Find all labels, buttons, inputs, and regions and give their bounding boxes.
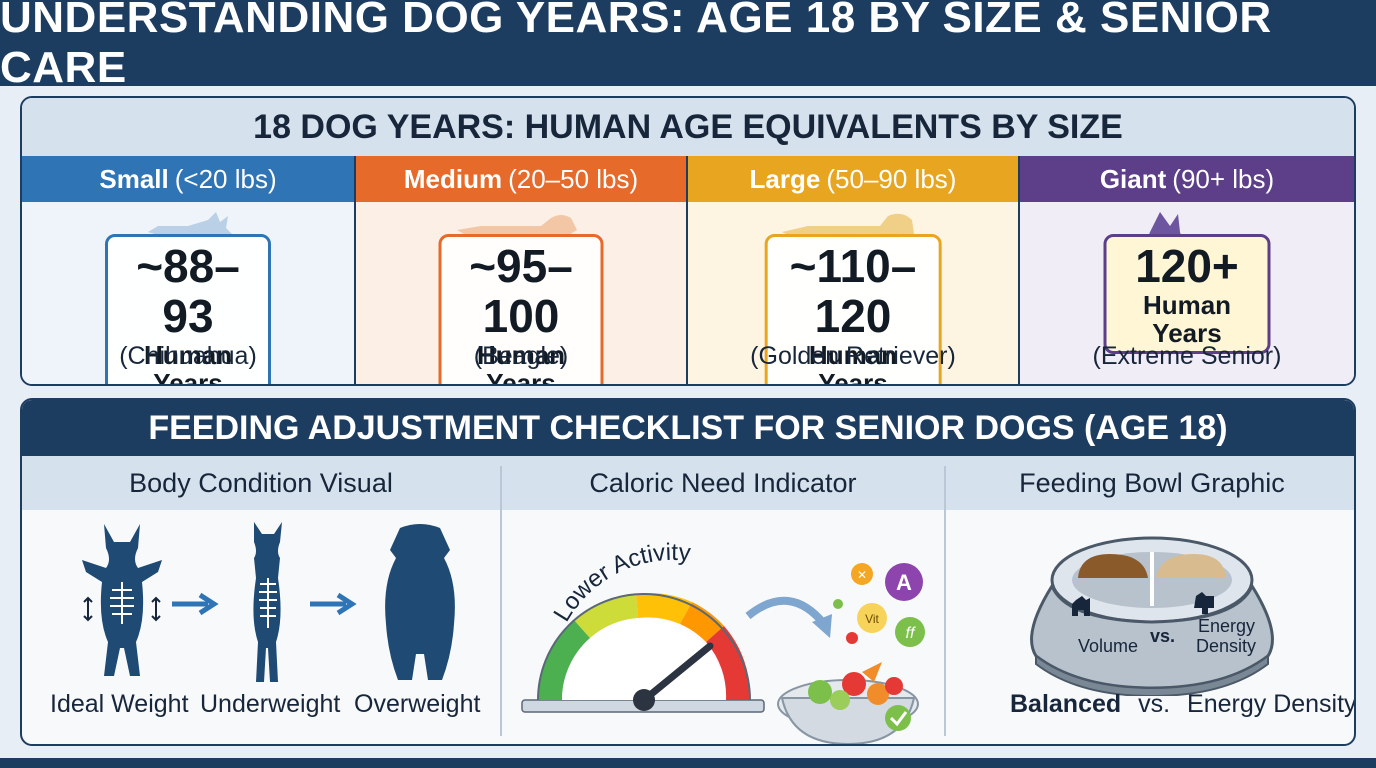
svg-text:Vit: Vit — [865, 612, 879, 626]
breed-label: (Chihuahua) — [119, 342, 257, 370]
size-body-large: ~110–120 Human Years (Golden Retriever) — [688, 202, 1018, 386]
golden-retriever-silhouette-icon — [782, 213, 914, 240]
page-title: UNDERSTANDING DOG YEARS: AGE 18 BY SIZE … — [0, 0, 1272, 92]
bowl-caption-vs: vs. — [1138, 690, 1171, 718]
condition-label-overweight: Overweight — [354, 690, 481, 718]
body-condition-heading: Body Condition Visual — [129, 467, 393, 498]
feeding-bowl-icon: Volume vs. Energy Density — [1030, 536, 1274, 696]
chihuahua-silhouette-icon — [148, 212, 232, 238]
svg-text:Volume: Volume — [1078, 636, 1138, 656]
underweight-dog-icon — [253, 522, 282, 682]
svg-text:A: A — [896, 570, 912, 595]
size-name: Small — [99, 163, 169, 194]
footer-bar — [0, 758, 1376, 768]
human-age-unit: Human Years — [476, 340, 566, 386]
human-age-value: ~95–100 — [469, 240, 573, 342]
feeding-checklist-panel: FEEDING ADJUSTMENT CHECKLIST FOR SENIOR … — [20, 398, 1356, 746]
arrow-right-icon — [172, 592, 219, 616]
size-header-small: Small (<20 lbs) — [22, 156, 354, 202]
human-age-unit: Human Years — [143, 340, 233, 386]
feeding-checklist-title: FEEDING ADJUSTMENT CHECKLIST FOR SENIOR … — [22, 400, 1354, 456]
svg-text:Density: Density — [1196, 636, 1256, 656]
bowl-caption: Balanced vs. Energy Density — [1010, 690, 1356, 719]
subheading-band — [22, 456, 1354, 510]
size-body-giant: 120+ Human Years (Extreme Senior) — [1020, 202, 1354, 384]
age-equivalents-title: 18 DOG YEARS: HUMAN AGE EQUIVALENTS BY S… — [22, 98, 1354, 156]
size-column-medium: Medium (20–50 lbs) ~95–100 Human Years (… — [356, 156, 688, 386]
svg-text:Energy: Energy — [1198, 616, 1255, 636]
size-weight-range: (50–90 lbs) — [826, 163, 957, 194]
age-box-medium: ~95–100 Human Years — [438, 234, 604, 386]
feeding-bowl-heading: Feeding Bowl Graphic — [1019, 467, 1285, 498]
human-age-unit: Human Years — [808, 340, 898, 386]
size-name: Medium — [403, 163, 503, 194]
size-weight-range: (<20 lbs) — [174, 163, 277, 194]
header-banner: UNDERSTANDING DOG YEARS: AGE 18 BY SIZE … — [0, 0, 1376, 92]
feeding-bowl-column: Feeding Bowl Graphic Volume vs. Energy D… — [946, 456, 1356, 744]
condition-label-underweight: Underweight — [200, 690, 341, 718]
human-age-value: ~110–120 — [789, 240, 917, 342]
ideal-weight-dog-icon — [82, 524, 162, 676]
size-body-medium: ~95–100 Human Years (Beagle) — [356, 202, 686, 386]
human-age-unit: Human Years — [1142, 290, 1232, 348]
size-header-large: Large (50–90 lbs) — [688, 156, 1018, 202]
breed-label: (Golden Retriever) — [750, 342, 956, 370]
size-weight-range: (90+ lbs) — [1172, 163, 1275, 194]
breed-label: (Beagle) — [473, 342, 569, 370]
svg-text:✕: ✕ — [857, 568, 867, 582]
caloric-need-heading: Caloric Need Indicator — [589, 467, 857, 498]
column-divider — [500, 466, 502, 736]
svg-text:ff: ff — [906, 625, 916, 642]
size-header-medium: Medium (20–50 lbs) — [356, 156, 686, 202]
size-name: Giant — [1099, 163, 1167, 194]
age-box-giant: 120+ Human Years — [1103, 234, 1271, 354]
calorie-gauge-graphic: Lower Activity — [521, 539, 925, 744]
size-weight-range: (20–50 lbs) — [508, 163, 639, 194]
condition-label-ideal: Ideal Weight — [50, 690, 189, 718]
beagle-silhouette-icon — [457, 215, 577, 238]
age-box-small: ~88–93 Human Years — [105, 234, 271, 386]
caloric-need-column: Caloric Need Indicator Lower Activity — [502, 456, 944, 744]
arrow-right-icon — [310, 592, 357, 616]
size-name: Large — [749, 163, 821, 194]
size-column-giant: Giant (90+ lbs) 120+ Human Years (Extrem… — [1020, 156, 1354, 384]
size-column-small: Small (<20 lbs) ~88–93 Human Years (Chih… — [22, 156, 356, 386]
body-condition-column: Body Condition Visual — [22, 456, 500, 744]
size-column-large: Large (50–90 lbs) ~110–120 Human Years (… — [688, 156, 1020, 386]
bowl-caption-energy-density: Energy Density — [1187, 690, 1356, 718]
size-header-giant: Giant (90+ lbs) — [1020, 156, 1354, 202]
bowl-caption-balanced: Balanced — [1010, 690, 1122, 718]
age-box-large: ~110–120 Human Years — [764, 234, 942, 386]
overweight-dog-icon — [385, 524, 455, 680]
human-age-value: 120+ — [1135, 240, 1239, 292]
breed-label: (Extreme Senior) — [1092, 342, 1282, 370]
column-divider — [944, 466, 946, 736]
age-equivalents-panel: 18 DOG YEARS: HUMAN AGE EQUIVALENTS BY S… — [20, 96, 1356, 386]
svg-text:vs.: vs. — [1150, 626, 1175, 646]
human-age-value: ~88–93 — [136, 240, 240, 342]
size-body-small: ~88–93 Human Years (Chihuahua) — [22, 202, 354, 386]
